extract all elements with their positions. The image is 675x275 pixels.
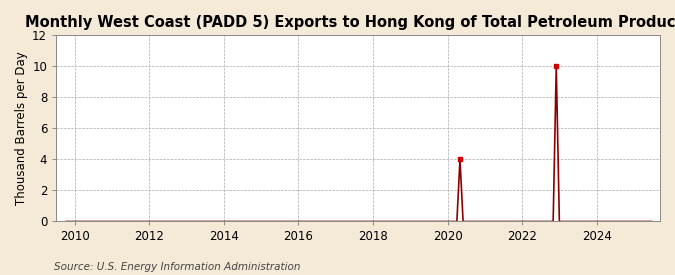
Text: Source: U.S. Energy Information Administration: Source: U.S. Energy Information Administ… — [54, 262, 300, 272]
Title: Monthly West Coast (PADD 5) Exports to Hong Kong of Total Petroleum Products: Monthly West Coast (PADD 5) Exports to H… — [25, 15, 675, 30]
Y-axis label: Thousand Barrels per Day: Thousand Barrels per Day — [15, 51, 28, 205]
